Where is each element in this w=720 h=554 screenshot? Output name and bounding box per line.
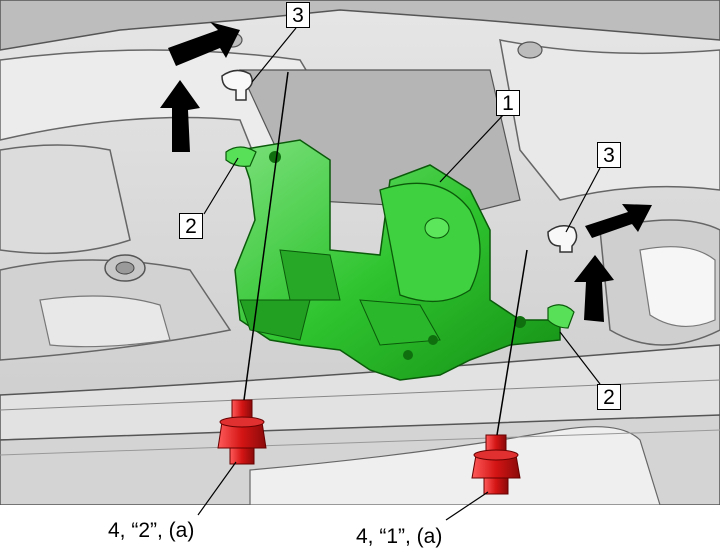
leader-lines — [197, 27, 601, 521]
caption-bolt-left: 4, “2”, (a) — [108, 519, 195, 542]
bolt-right — [471, 434, 521, 495]
caption-bolt-right: 4, “1”, (a) — [356, 525, 443, 548]
callout-clip-left: 2 — [179, 213, 203, 239]
arrow-icon-upper-left-up — [160, 80, 200, 152]
clip-hole-left — [221, 69, 253, 101]
arrow-icon-right-right — [585, 204, 652, 238]
arrow-icon-right-up — [574, 255, 614, 322]
callout-clip-right: 2 — [597, 384, 621, 410]
clip-hole-right — [547, 225, 578, 253]
callout-hole-left: 3 — [286, 2, 310, 28]
callout-seat-belt-retractor: 1 — [496, 90, 520, 116]
bolt-axis-lines — [243, 71, 528, 436]
arrow-icon-upper-left-right — [168, 22, 240, 66]
bolt-left — [217, 399, 267, 465]
seat-belt-retractor — [225, 139, 575, 381]
callout-hole-right: 3 — [597, 142, 621, 168]
